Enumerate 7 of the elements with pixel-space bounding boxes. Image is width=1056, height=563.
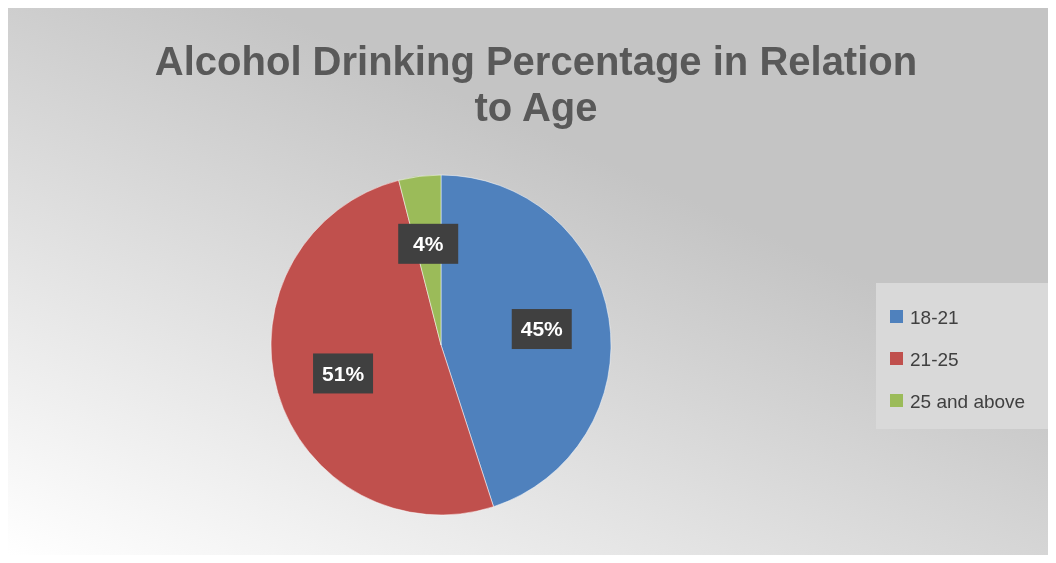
legend-label: 25 and above — [910, 390, 1026, 412]
legend-label: 21-25 — [910, 348, 959, 370]
data-label: 4% — [413, 232, 444, 256]
data-label: 45% — [520, 317, 564, 341]
legend-label: 18-21 — [910, 306, 959, 328]
data-label: 51% — [322, 361, 365, 385]
chart-title: Alcohol Drinking Percentage in Relation to Age — [154, 39, 918, 129]
